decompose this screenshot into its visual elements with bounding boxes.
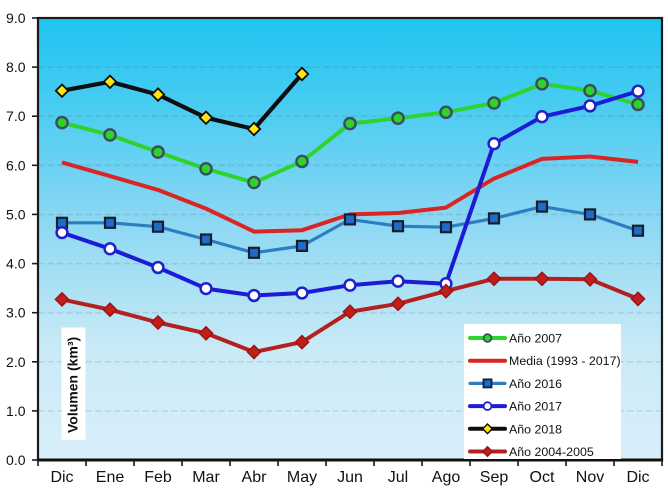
svg-text:5.0: 5.0 <box>6 206 26 222</box>
svg-text:8.0: 8.0 <box>6 59 26 75</box>
svg-text:Media (1993 - 2017): Media (1993 - 2017) <box>509 354 621 368</box>
svg-text:6.0: 6.0 <box>6 157 26 173</box>
svg-text:May: May <box>287 469 317 486</box>
svg-text:Feb: Feb <box>144 469 172 486</box>
svg-text:7.0: 7.0 <box>6 108 26 124</box>
svg-text:Dic: Dic <box>50 469 73 486</box>
svg-text:Nov: Nov <box>576 469 604 486</box>
svg-text:Año 2017: Año 2017 <box>509 400 562 414</box>
svg-text:Volumen (km³): Volumen (km³) <box>65 337 81 433</box>
svg-text:Año 2004-2005: Año 2004-2005 <box>509 445 594 459</box>
svg-text:Jul: Jul <box>388 469 408 486</box>
svg-text:Sep: Sep <box>480 469 509 486</box>
svg-text:Ene: Ene <box>96 469 125 486</box>
svg-text:Mar: Mar <box>192 469 220 486</box>
svg-text:Jun: Jun <box>337 469 363 486</box>
svg-text:Abr: Abr <box>242 469 268 486</box>
svg-text:Año 2018: Año 2018 <box>509 422 562 436</box>
svg-text:1.0: 1.0 <box>6 403 26 419</box>
svg-text:4.0: 4.0 <box>6 256 26 272</box>
svg-text:2.0: 2.0 <box>6 354 26 370</box>
svg-text:Dic: Dic <box>626 469 649 486</box>
svg-text:Oct: Oct <box>530 469 555 486</box>
svg-text:9.0: 9.0 <box>6 10 26 26</box>
svg-text:Año 2007: Año 2007 <box>509 332 562 346</box>
svg-text:0.0: 0.0 <box>6 452 26 468</box>
svg-text:Ago: Ago <box>432 469 461 486</box>
svg-text:3.0: 3.0 <box>6 305 26 321</box>
svg-text:Año 2016: Año 2016 <box>509 377 562 391</box>
